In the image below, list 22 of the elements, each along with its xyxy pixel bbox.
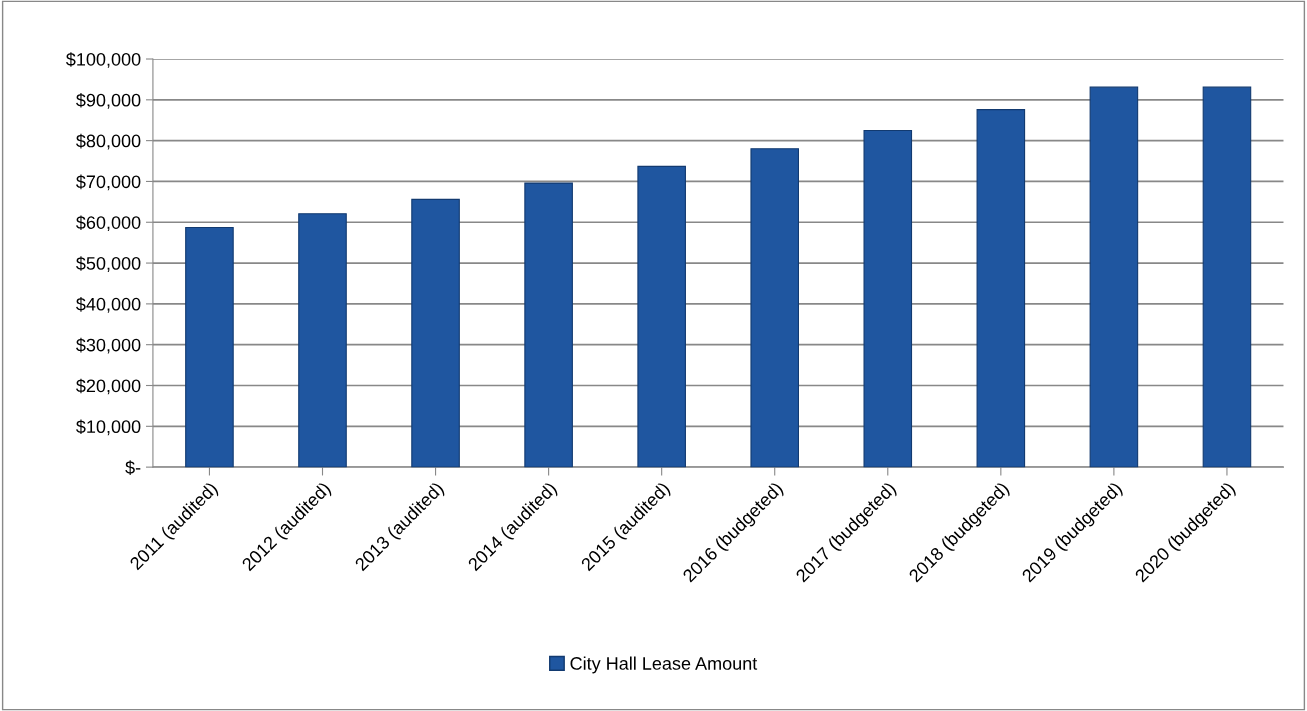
bar [1202, 86, 1252, 468]
y-tick-label: $- [125, 460, 141, 475]
y-tick-label: $60,000 [76, 215, 141, 232]
bar [185, 227, 234, 468]
y-tick-label: $80,000 [76, 133, 141, 150]
y-tick-label: $50,000 [76, 256, 141, 272]
legend-label: City Hall Lease Amount [570, 656, 758, 674]
y-tick-label: $40,000 [76, 297, 141, 313]
bar [298, 213, 347, 468]
y-tick-label: $10,000 [76, 419, 141, 436]
y-tick-label: $30,000 [76, 337, 141, 354]
bar [863, 129, 913, 468]
bar [976, 109, 1026, 468]
bar [411, 198, 460, 468]
y-tick-label: $100,000 [66, 52, 141, 68]
bar [1089, 86, 1139, 468]
y-tick-label: $70,000 [76, 174, 141, 191]
y-tick-label: $20,000 [76, 378, 141, 395]
y-tick-label: $90,000 [76, 93, 141, 109]
bar [750, 148, 800, 468]
bar [637, 165, 686, 468]
bar [524, 182, 573, 468]
